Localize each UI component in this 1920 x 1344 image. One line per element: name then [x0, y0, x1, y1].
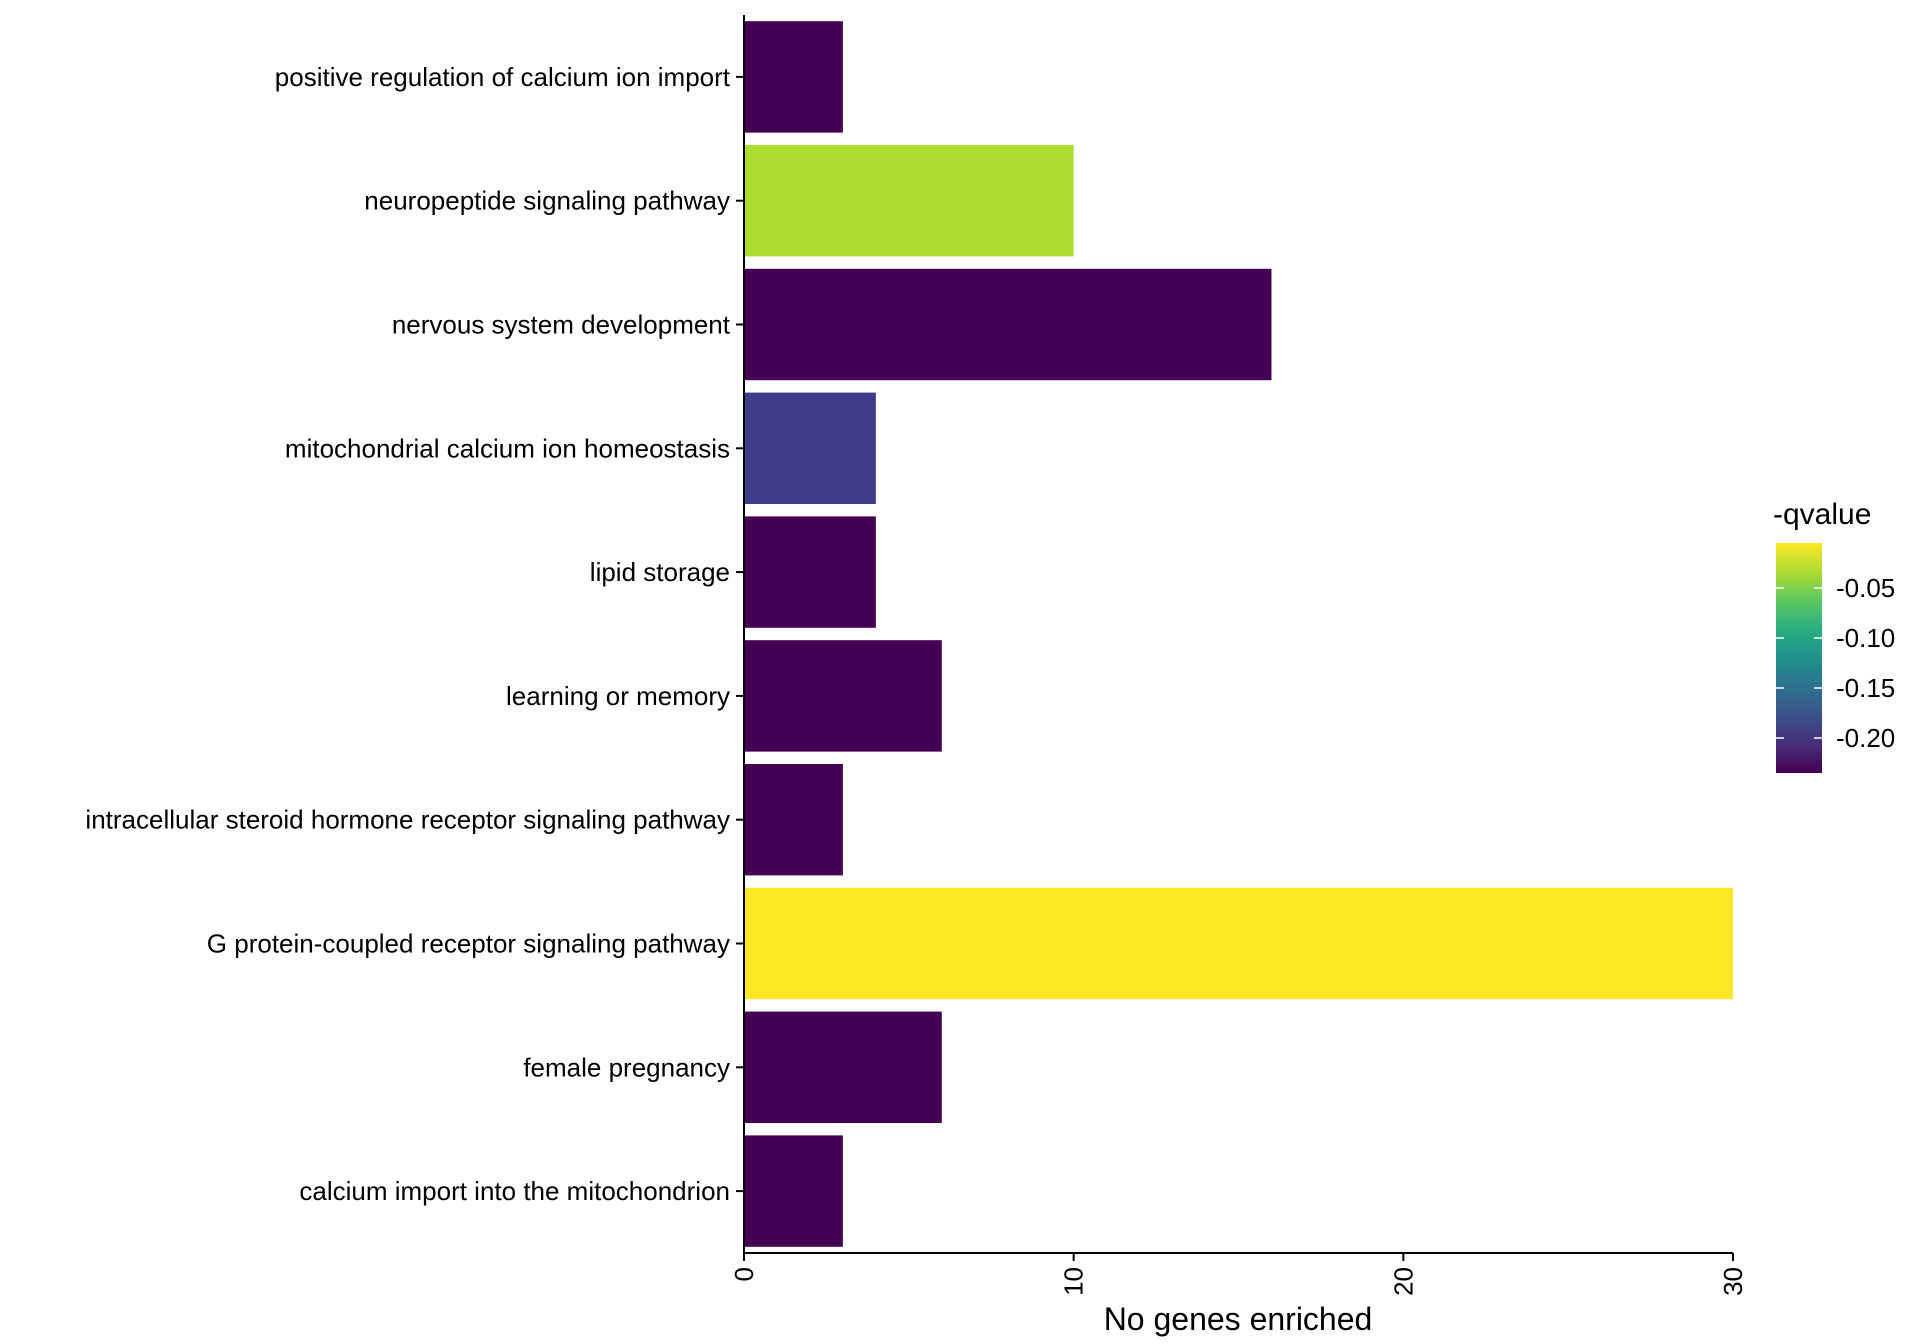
- bar: [745, 887, 1733, 1000]
- category-label: mitochondrial calcium ion homeostasis: [285, 433, 730, 463]
- colorbar: [1776, 543, 1822, 773]
- bar: [745, 1135, 843, 1247]
- x-axis-title: No genes enriched: [1104, 1301, 1373, 1337]
- colorbar-label: -0.20: [1836, 723, 1895, 753]
- y-axis-labels: positive regulation of calcium ion impor…: [85, 62, 744, 1206]
- bar: [745, 640, 942, 752]
- category-label: positive regulation of calcium ion impor…: [275, 62, 731, 92]
- category-label: G protein-coupled receptor signaling pat…: [207, 929, 730, 959]
- colorbar-label: -0.05: [1836, 573, 1895, 603]
- x-axis-ticks: 0 10 20 30: [729, 1253, 1748, 1296]
- category-label: learning or memory: [506, 681, 730, 711]
- category-label: nervous system development: [392, 310, 731, 340]
- x-tick-label: 10: [1059, 1267, 1089, 1296]
- bar-series: [745, 21, 1733, 1247]
- category-label: neuropeptide signaling pathway: [364, 186, 730, 216]
- bar: [745, 268, 1272, 381]
- bar: [745, 1011, 942, 1124]
- bar: [745, 392, 876, 505]
- bar: [745, 21, 843, 133]
- category-label: lipid storage: [590, 557, 730, 587]
- category-label: intracellular steroid hormone receptor s…: [85, 805, 730, 835]
- bar: [745, 763, 843, 876]
- bar: [745, 144, 1074, 257]
- x-tick-label: 30: [1718, 1267, 1748, 1296]
- colorbar-label: -0.15: [1836, 673, 1895, 703]
- bar: [745, 516, 876, 628]
- category-label: female pregnancy: [523, 1052, 730, 1082]
- colorbar-legend: -qvalue -0.05 -0.10 -0.15 -0.20: [1773, 498, 1895, 773]
- colorbar-label: -0.10: [1836, 623, 1895, 653]
- legend-title: -qvalue: [1773, 498, 1871, 531]
- x-tick-label: 20: [1388, 1267, 1418, 1296]
- category-label: calcium import into the mitochondrion: [299, 1176, 730, 1206]
- x-tick-label: 0: [729, 1267, 759, 1281]
- colorbar-ticks: -0.05 -0.10 -0.15 -0.20: [1776, 573, 1895, 753]
